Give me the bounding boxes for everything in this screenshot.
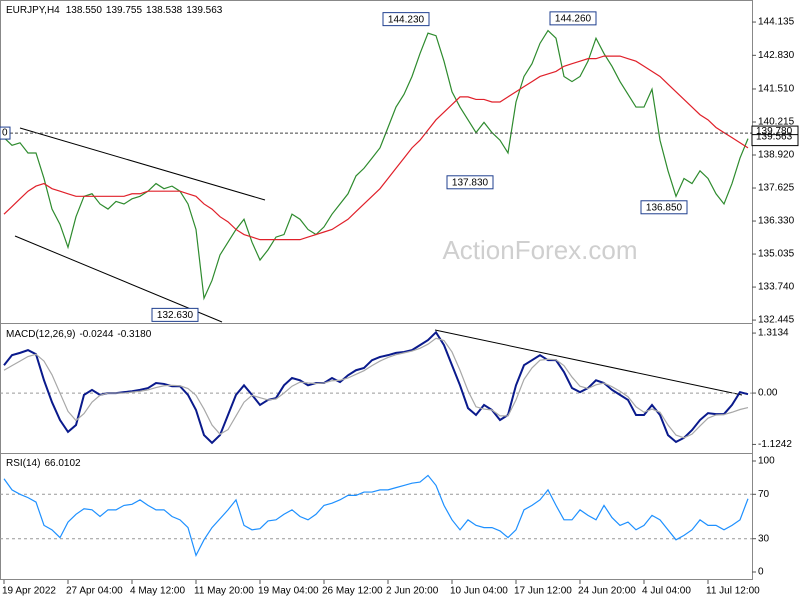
series-line <box>3 474 749 557</box>
y-tick-label: 133.740 <box>758 282 795 293</box>
annotation-box <box>640 200 688 215</box>
x-tick-label: 24 Jun 20:00 <box>578 586 636 597</box>
panel-title: RSI(14) 66.0102 <box>6 458 81 469</box>
x-tick-label: 4 Jul 04:00 <box>642 586 691 597</box>
y-tick-label: 1.3134 <box>758 328 789 339</box>
left-label-box <box>0 126 11 140</box>
plot-frame <box>0 0 753 580</box>
y-tick-label: -1.1242 <box>758 439 792 450</box>
series-line <box>3 337 749 439</box>
x-tick-label: 11 May 20:00 <box>194 586 254 597</box>
annotation-label: 144.260 <box>555 14 592 25</box>
y-tick-label: 70 <box>758 489 770 500</box>
y-tick-label: 141.510 <box>758 84 795 95</box>
panel-title: EURJPY,H4 138.550 139.755 138.538 139.563 <box>6 5 223 16</box>
indicator-value: -0.3180 <box>117 329 151 340</box>
annotation-box <box>446 175 494 190</box>
series-line <box>3 330 749 445</box>
ohlc-value: 138.550 <box>66 5 103 16</box>
y-tick-label: 100 <box>758 456 775 467</box>
x-tick-label: 19 May 04:00 <box>258 586 319 597</box>
symbol: EURJPY,H4 <box>6 5 60 16</box>
y-tick-label: 142.830 <box>758 50 795 61</box>
annotation-label: 144.230 <box>388 14 425 25</box>
ohlc-value: 139.755 <box>106 5 143 16</box>
annotation-label: 136.850 <box>646 202 683 213</box>
x-tick-label: 27 Apr 04:00 <box>66 586 123 597</box>
y-tick-label: 135.035 <box>758 249 795 260</box>
trendline <box>19 127 266 201</box>
indicator-value: 66.0102 <box>44 458 81 469</box>
ohlc-value: 138.538 <box>146 5 183 16</box>
left-label: 0 <box>2 128 8 139</box>
y-tick-label: 140.215 <box>758 117 795 128</box>
annotation-label: 137.830 <box>452 177 489 188</box>
annotation-label: 132.630 <box>157 310 194 321</box>
indicator-name: RSI(14) <box>6 458 40 469</box>
series-line <box>3 29 749 301</box>
indicator-value: -0.0244 <box>79 329 113 340</box>
ohlc-value: 139.563 <box>186 5 223 16</box>
x-tick-label: 2 Jun 20:00 <box>386 586 439 597</box>
trendline <box>14 235 223 323</box>
x-tick-label: 19 Apr 2022 <box>2 586 56 597</box>
annotation-box <box>382 12 430 27</box>
y-tick-label: 30 <box>758 533 770 544</box>
x-tick-label: 26 May 12:00 <box>322 586 383 597</box>
y-tick-label: 0.00 <box>758 388 778 399</box>
watermark: ActionForex.com <box>442 235 637 265</box>
series-line <box>3 55 749 241</box>
panel-title: MACD(12,26,9) -0.0244 -0.3180 <box>6 329 152 340</box>
y-tick-label: 132.445 <box>758 315 795 326</box>
y-tick-label: 144.135 <box>758 17 795 28</box>
y-tick-label: 136.330 <box>758 216 795 227</box>
annotation-box <box>549 11 597 26</box>
x-tick-label: 17 Jun 12:00 <box>514 586 572 597</box>
y-tick-label: 0 <box>758 567 764 578</box>
x-tick-label: 11 Jul 12:00 <box>706 586 760 597</box>
price-box <box>751 134 799 147</box>
trendline <box>434 329 743 396</box>
indicator-name: MACD(12,26,9) <box>6 329 75 340</box>
x-tick-label: 4 May 12:00 <box>130 586 185 597</box>
y-tick-label: 138.920 <box>758 150 795 161</box>
x-tick-label: 10 Jun 04:00 <box>450 586 508 597</box>
price-label: 139.780 <box>756 126 793 137</box>
y-tick-label: 137.625 <box>758 183 795 194</box>
price-label: 139.563 <box>756 131 793 142</box>
annotation-box <box>151 307 199 322</box>
